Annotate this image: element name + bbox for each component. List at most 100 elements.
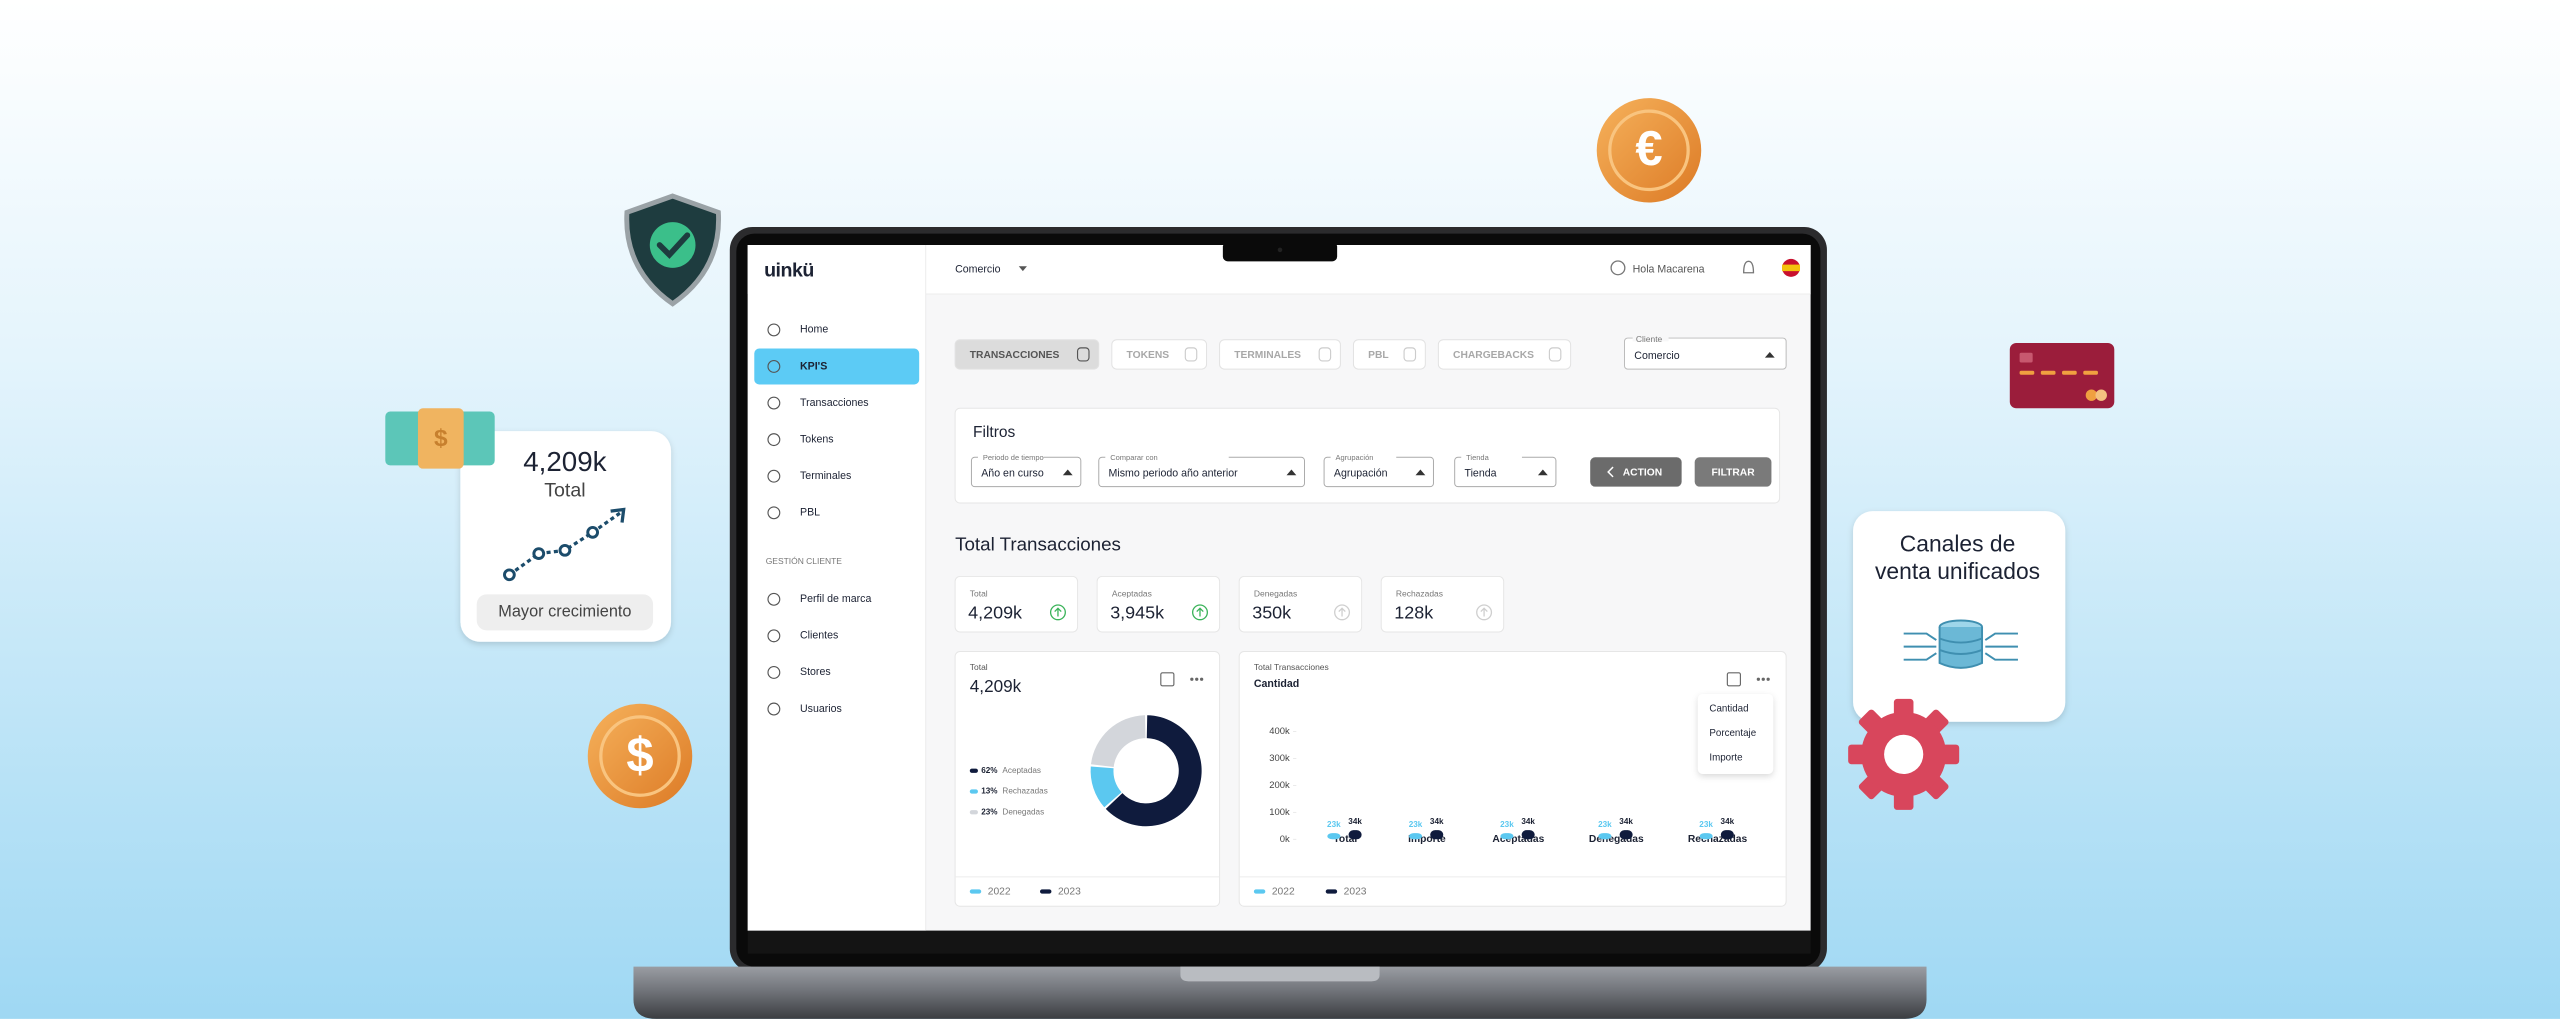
legend-label: 2023	[1344, 886, 1367, 897]
caret	[1018, 266, 1027, 272]
bar	[1500, 833, 1514, 840]
growth-button-label: Mayor crecimiento	[498, 603, 631, 621]
x-tick-label: Total	[1333, 834, 1357, 845]
kpi-value: 350k	[1252, 603, 1291, 623]
caret	[1764, 351, 1775, 358]
menu-item[interactable]: Cantidad	[1709, 703, 1748, 714]
dot[interactable]	[1761, 677, 1765, 681]
nav-item[interactable]: Terminales	[800, 470, 851, 482]
kpi-icon	[1192, 604, 1208, 621]
tab[interactable]	[1111, 339, 1208, 370]
tab[interactable]	[1352, 339, 1426, 370]
client-select[interactable]	[1624, 337, 1787, 370]
store-select[interactable]: Comercio	[955, 263, 1000, 275]
sidebar	[747, 245, 926, 931]
nav-item[interactable]: Stores	[800, 666, 831, 678]
nav-item[interactable]: Clientes	[800, 630, 838, 642]
camera	[1277, 247, 1283, 253]
euro-coin	[1596, 98, 1702, 203]
chart-subtitle: Cantidad	[1254, 678, 1299, 690]
caret	[1537, 469, 1548, 476]
kpi-card	[1380, 575, 1505, 633]
legend-label: 2023	[1058, 886, 1081, 897]
tab[interactable]	[1437, 339, 1572, 370]
calendar-icon[interactable]	[1160, 672, 1175, 687]
legend-swatch	[969, 768, 978, 773]
dot[interactable]	[1756, 677, 1760, 681]
x-tick-label: Denegadas	[1589, 834, 1644, 845]
tab-icon	[1403, 347, 1417, 362]
nav-item[interactable]: Usuarios	[800, 703, 842, 715]
nav-item[interactable]: Tokens	[800, 433, 834, 445]
menu-item[interactable]: Importe	[1709, 752, 1742, 763]
more-icons	[1190, 677, 1770, 681]
nav-icon	[767, 506, 781, 520]
logo: uinkü	[764, 259, 814, 281]
tab[interactable]	[1219, 339, 1341, 370]
label-bg	[1105, 454, 1229, 460]
tab-label: CHARGEBACKS	[1453, 350, 1534, 361]
nav-item[interactable]: Perfil de marca	[800, 593, 871, 605]
nav-item[interactable]: PBL	[800, 507, 820, 519]
gear	[1848, 698, 1960, 810]
kpi-icon	[1476, 604, 1493, 621]
money-band	[417, 408, 464, 469]
kpi-card	[954, 575, 1079, 633]
label-bg	[977, 454, 1044, 460]
trend-point	[558, 543, 572, 557]
tab-label: PBL	[1368, 350, 1389, 361]
dot[interactable]	[1200, 677, 1204, 681]
tab-label: TERMINALES	[1234, 350, 1301, 361]
db-body	[1938, 627, 1984, 669]
nav-icon	[767, 592, 781, 606]
tab[interactable]	[954, 339, 1100, 370]
dollar-symbol: $	[626, 729, 653, 783]
dot[interactable]	[1190, 677, 1194, 681]
bar-card	[1238, 651, 1787, 907]
trend-arrow	[610, 507, 626, 523]
gear-hole	[1884, 734, 1924, 774]
caret	[1415, 469, 1426, 476]
bar	[1720, 830, 1734, 840]
kpi-arrow	[1338, 607, 1346, 617]
dot[interactable]	[1766, 677, 1770, 681]
coin-rim	[1608, 109, 1690, 192]
menu-item[interactable]: Porcentaje	[1709, 728, 1756, 739]
kpi-icon	[1334, 604, 1351, 621]
legend-swatch	[1253, 889, 1266, 894]
screen-chin	[747, 930, 1811, 954]
tab-icon	[1184, 347, 1198, 362]
filter-label: Periodo de tiempo	[983, 453, 1044, 462]
menu-panel	[1697, 693, 1774, 774]
nav-item[interactable]: Transacciones	[800, 397, 869, 409]
nav-item[interactable]: KPI'S	[800, 360, 827, 372]
value-label: 23k	[1598, 820, 1612, 829]
kpi-label: Total	[970, 589, 988, 599]
value-label: 13%	[981, 787, 998, 796]
nav-item[interactable]: Home	[800, 324, 828, 336]
tab-icon	[1076, 347, 1090, 362]
bar	[1598, 833, 1612, 840]
growth-label: Total	[544, 480, 585, 502]
kpi-value: 128k	[1394, 603, 1433, 623]
caret	[1286, 469, 1297, 476]
filters-title: Filtros	[973, 424, 1015, 441]
filter-button[interactable]	[1694, 457, 1772, 487]
dot[interactable]	[1195, 677, 1199, 681]
bill-symbol: $	[434, 425, 448, 452]
trend-point	[532, 547, 546, 560]
value-label: 34k	[1619, 817, 1633, 826]
card-logo	[2085, 389, 2098, 401]
client-label: Cliente	[1636, 334, 1663, 344]
bell-icon[interactable]	[1743, 260, 1755, 274]
nav-icon	[767, 396, 781, 410]
bar	[1408, 833, 1423, 840]
bar	[1348, 830, 1362, 840]
legend-swatch	[969, 789, 978, 794]
filter-button[interactable]	[1590, 457, 1682, 487]
card-digits	[2083, 370, 2098, 375]
calendar-icon[interactable]	[1726, 672, 1741, 687]
active-item	[754, 348, 920, 385]
card-digits	[2019, 370, 2035, 375]
growth-button[interactable]	[476, 594, 654, 631]
